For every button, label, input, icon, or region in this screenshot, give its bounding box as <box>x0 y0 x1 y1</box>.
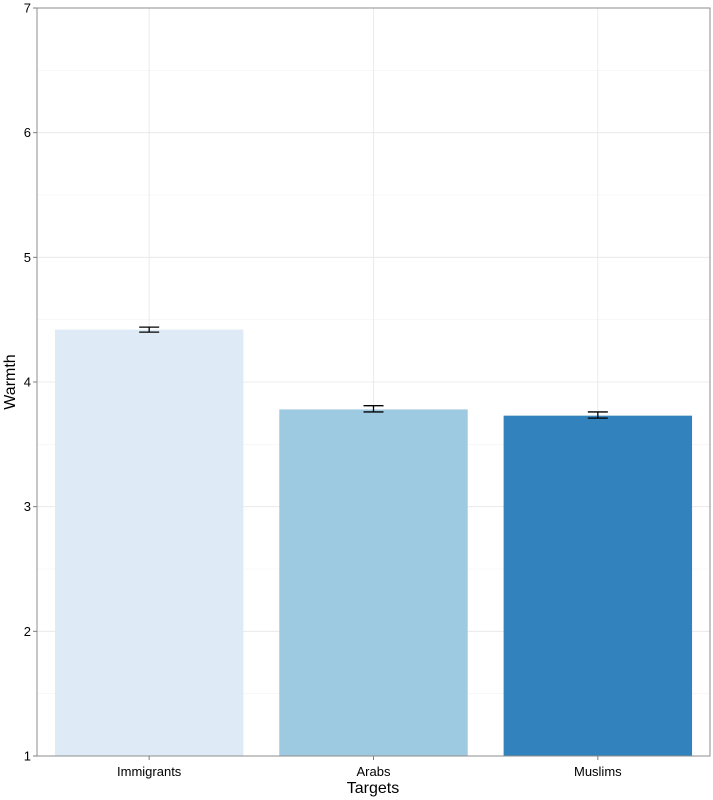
x-tick-label: Muslims <box>574 764 622 779</box>
y-tick-label: 4 <box>24 375 31 390</box>
bar-arabs <box>279 409 468 756</box>
y-tick-label: 3 <box>24 499 31 514</box>
error-bar-immigrants <box>139 326 160 333</box>
x-tick-label: Immigrants <box>117 764 182 779</box>
error-bars <box>139 326 608 419</box>
error-bar-arabs <box>363 405 384 413</box>
x-tick-label: Arabs <box>357 764 391 779</box>
x-axis-title: Targets <box>347 780 399 797</box>
y-tick-label: 2 <box>24 624 31 639</box>
error-bar-muslims <box>587 411 608 419</box>
y-axis-title: Warmth <box>2 354 19 409</box>
y-axis-ticks: 1 2 3 4 5 6 7 <box>24 1 37 764</box>
bar-immigrants <box>54 329 244 756</box>
y-tick-label: 7 <box>24 1 31 16</box>
bars <box>54 329 693 756</box>
bar-muslims <box>503 415 693 756</box>
y-tick-label: 1 <box>24 749 31 764</box>
y-tick-label: 6 <box>24 125 31 140</box>
x-axis-ticks: Immigrants Arabs Muslims <box>117 756 622 779</box>
y-tick-label: 5 <box>24 250 31 265</box>
